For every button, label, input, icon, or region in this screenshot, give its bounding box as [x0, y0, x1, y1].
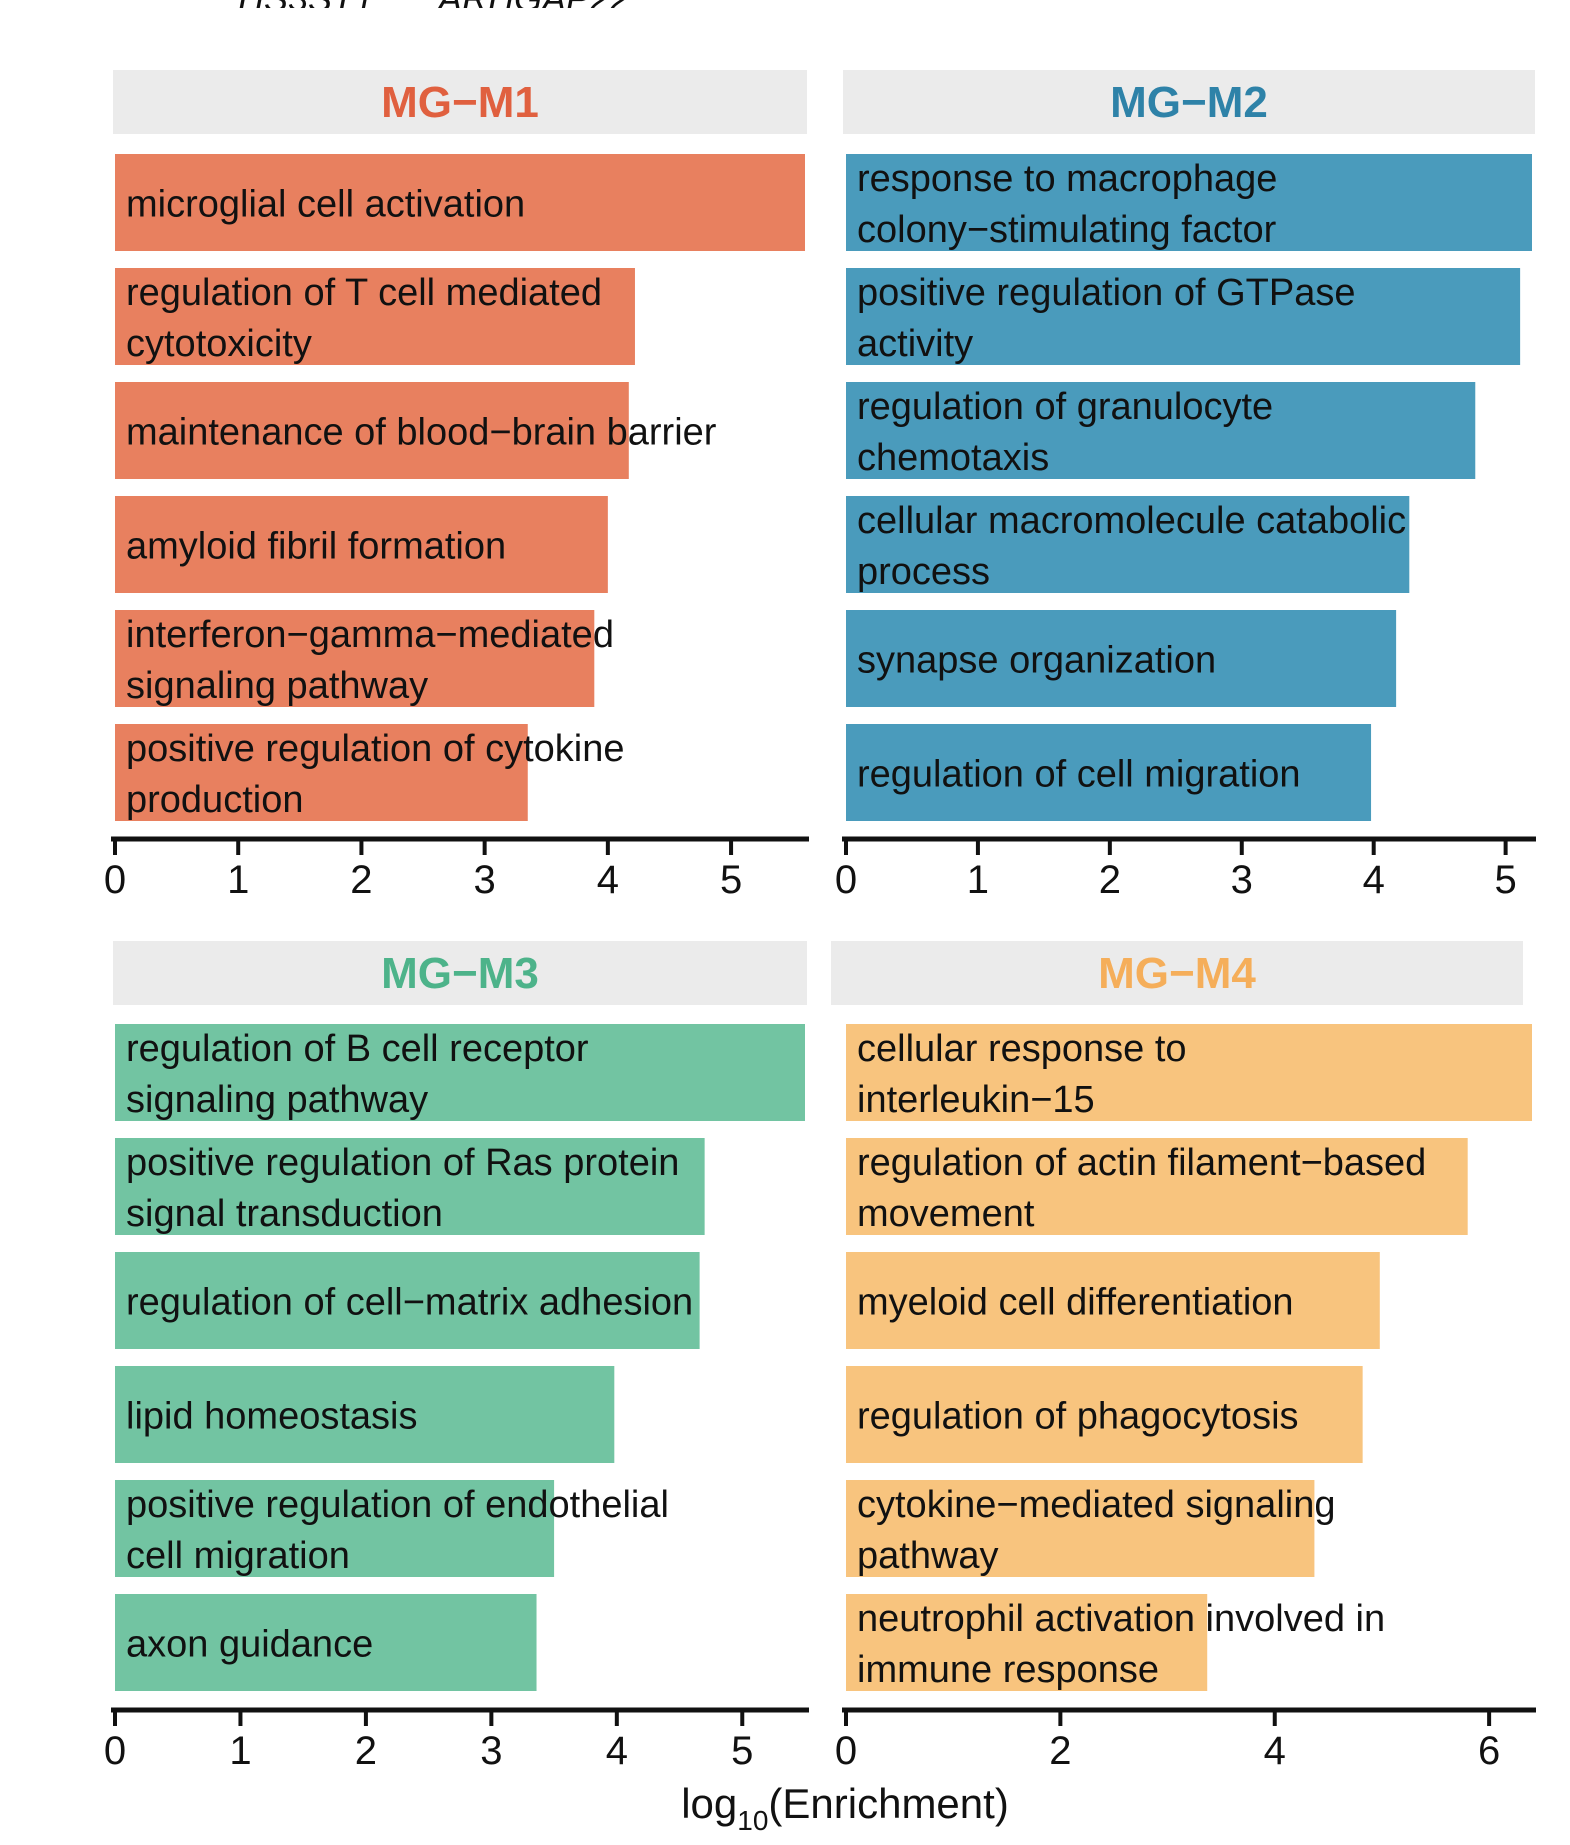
- x-tick-label: 3: [1231, 858, 1253, 902]
- bar-label: regulation of B cell receptor signaling p…: [126, 1028, 589, 1121]
- bar-label: lipid homeostasis: [126, 1396, 417, 1438]
- x-axis-label: log10(Enrichment): [681, 1780, 1009, 1836]
- cut-off-gene-label-1: HS3ST1: [238, 0, 374, 8]
- bar: [846, 1024, 1532, 1121]
- bar: [846, 382, 1476, 479]
- bar: [115, 154, 805, 251]
- cut-off-gene-text-1: HS3ST1: [238, 0, 374, 8]
- bar: [846, 1138, 1468, 1235]
- x-tick-label: 2: [350, 858, 372, 902]
- panel-header-strip: [113, 941, 807, 1005]
- bar: [846, 154, 1532, 251]
- bar-label: axon guidance: [126, 1624, 373, 1666]
- bar-label: microglial cell activation: [126, 184, 525, 226]
- bar-label: cellular response to interleukin−15: [857, 1028, 1187, 1121]
- bar: [846, 724, 1372, 821]
- x-tick-label: 1: [227, 858, 249, 902]
- x-tick-label: 4: [597, 858, 619, 902]
- x-tick-label: 5: [1494, 858, 1516, 902]
- cut-off-gene-label-2: ARHGAP22: [438, 0, 630, 8]
- bar-label: positive regulation of GTPase activity: [857, 272, 1356, 365]
- bar-label: regulation of T cell mediated cytotoxicit…: [126, 272, 602, 365]
- bar-label: regulation of cell migration: [857, 754, 1301, 796]
- bar: [115, 610, 595, 707]
- x-tick-label: 1: [967, 858, 989, 902]
- bar: [115, 1138, 705, 1235]
- x-tick-label: 2: [355, 1729, 377, 1773]
- panel-header-strip: [831, 941, 1523, 1005]
- bar: [846, 268, 1521, 365]
- bar: [115, 1480, 555, 1577]
- bar-label: maintenance of blood−brain barrier: [126, 412, 717, 454]
- bar-label: regulation of cell−matrix adhesion: [126, 1282, 693, 1324]
- panel-2: MG−M2 response to macrophage colony−stimul…: [835, 70, 1536, 902]
- panel-4: MG−M4 cellular response to interleukin−15 r…: [831, 941, 1536, 1773]
- cut-off-gene-text-2: ARHGAP22: [438, 0, 630, 8]
- bar-label: synapse organization: [857, 640, 1216, 682]
- bar: [115, 382, 629, 479]
- bar: [115, 1366, 615, 1463]
- bar-label: cytokine−mediated signaling pathway: [857, 1484, 1335, 1577]
- bar: [115, 724, 528, 821]
- x-tick-label: 0: [835, 1729, 857, 1773]
- panel-title: MG−M2: [1110, 78, 1268, 127]
- bar: [846, 1594, 1208, 1691]
- x-tick-label: 3: [474, 858, 496, 902]
- bar-label: regulation of actin filament−based moveme…: [857, 1142, 1426, 1235]
- x-tick-label: 0: [835, 858, 857, 902]
- x-tick-label: 5: [720, 858, 742, 902]
- bar-label: regulation of phagocytosis: [857, 1396, 1299, 1438]
- x-tick-label: 4: [606, 1729, 628, 1773]
- bar-label: myeloid cell differentiation: [857, 1282, 1294, 1324]
- panel-title: MG−M4: [1098, 949, 1256, 998]
- panel-1: MG−M1 microglial cell activation regulatio…: [104, 70, 809, 902]
- bar: [115, 1024, 805, 1121]
- x-tick-label: 6: [1478, 1729, 1500, 1773]
- bar-label: positive regulation of Ras protein signal…: [126, 1142, 679, 1235]
- bar: [846, 1480, 1315, 1577]
- bar: [115, 496, 608, 593]
- panels: MG−M1 microglial cell activation regulatio…: [104, 70, 1536, 1773]
- x-tick-label: 4: [1363, 858, 1385, 902]
- panel-header-strip: [843, 70, 1535, 134]
- panel-title: MG−M3: [381, 949, 539, 998]
- bar: [846, 1252, 1380, 1349]
- bar-label: cellular macromolecule catabolic process: [857, 500, 1406, 593]
- bar-label: response to macrophage colony−stimulating…: [857, 158, 1277, 251]
- bar: [115, 1252, 700, 1349]
- x-tick-label: 4: [1264, 1729, 1286, 1773]
- x-tick-label: 3: [480, 1729, 502, 1773]
- bar-label: positive regulation of endothelial cell m…: [126, 1484, 669, 1577]
- bar-label: regulation of granulocyte chemotaxis: [857, 386, 1273, 479]
- panel-title: MG−M1: [381, 78, 539, 127]
- bar-label: interferon−gamma−mediated signaling pathw…: [126, 614, 614, 707]
- panel-header-strip: [113, 70, 807, 134]
- panel-3: MG−M3 regulation of B cell receptor signal…: [104, 941, 809, 1773]
- bar: [846, 496, 1410, 593]
- bar-label: positive regulation of cytokine productio…: [126, 728, 625, 821]
- x-tick-label: 2: [1099, 858, 1121, 902]
- bar: [846, 1366, 1363, 1463]
- bar: [846, 610, 1397, 707]
- x-tick-label: 1: [229, 1729, 251, 1773]
- bar: [115, 268, 635, 365]
- bar: [115, 1594, 537, 1691]
- x-tick-label: 0: [104, 1729, 126, 1773]
- bar-label: amyloid fibril formation: [126, 526, 506, 568]
- x-tick-label: 2: [1049, 1729, 1071, 1773]
- x-tick-label: 5: [731, 1729, 753, 1773]
- x-tick-label: 0: [104, 858, 126, 902]
- bar-label: neutrophil activation involved in immune …: [857, 1598, 1385, 1691]
